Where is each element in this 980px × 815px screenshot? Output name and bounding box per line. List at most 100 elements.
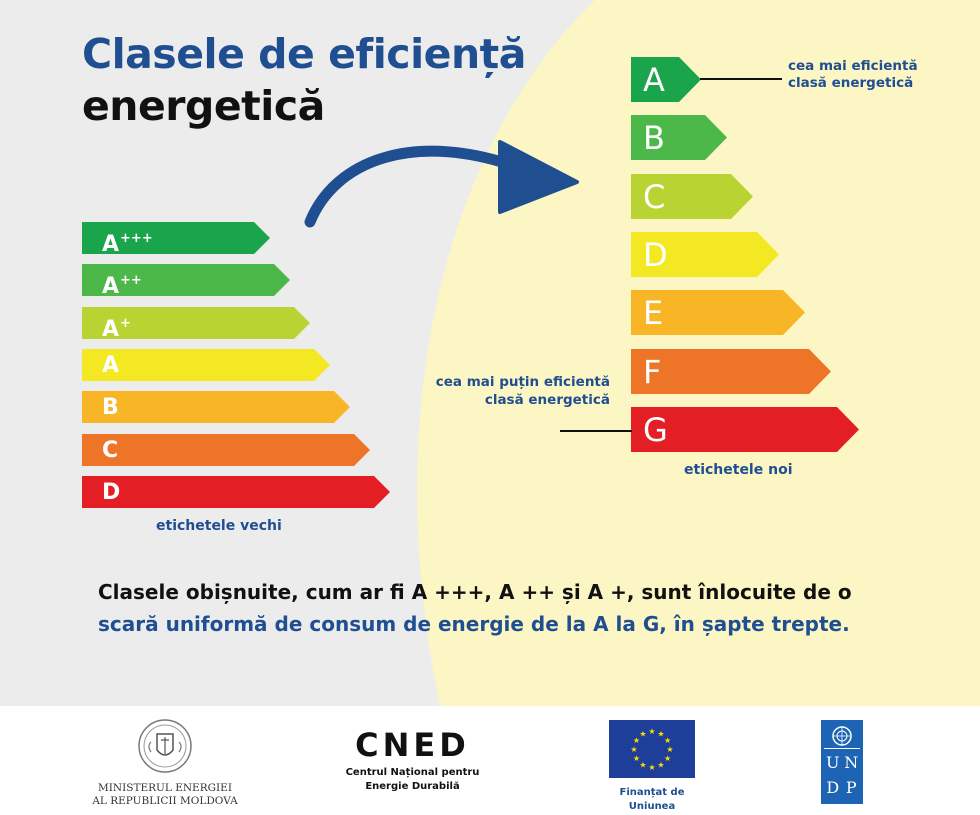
old-class-label: B [102,391,119,425]
eu-star-icon: ★ [657,761,664,770]
infographic: Clasele de eficiență energetică A+++ A++ A… [0,0,980,706]
new-class-letter: B [643,119,665,158]
eu-star-icon: ★ [630,745,637,754]
old-class-bar: A [82,348,330,383]
summary-text: Clasele obișnuite, cum ar fi A +++, A ++… [98,576,898,640]
worst-class-pointer [560,430,632,432]
old-class-letter: A [102,232,120,257]
old-class-label: A+ [102,307,131,347]
best-note-line-2: clasă energetică [788,75,914,91]
worst-note-line-1: cea mai puțin eficientă [435,374,610,390]
eu-star-icon: ★ [633,736,640,745]
cned-wordmark: CNED [355,726,470,764]
new-class-bar-shape [631,173,753,219]
old-class-bar-shape [82,264,290,297]
summary-text-dark: Clasele obișnuite, cum ar fi A +++, A ++… [98,580,852,604]
old-class-letter: D [102,479,121,505]
old-class-letter: A [102,352,120,378]
old-class-plus-marks: +++ [120,231,153,246]
eu-star-icon: ★ [664,754,671,763]
new-class-letter: D [643,235,668,274]
new-class-bar-shape [631,290,805,336]
eu-funding-line-1: Finanțat de [619,787,685,798]
new-class-bar: B [631,115,727,161]
ministry-name-line-1: MINISTERUL ENERGIEI [98,782,232,794]
eu-star-icon: ★ [664,736,671,745]
new-class-bar-shape [631,115,727,161]
old-class-letter: A [102,316,120,342]
undp-letter: P [845,778,857,797]
new-scale-caption: etichetele noi [684,462,793,478]
eu-star-icon: ★ [648,763,655,772]
new-class-letter: E [643,294,664,333]
old-class-letter: B [102,395,119,421]
old-class-bar: A+++ [82,222,270,257]
page-title: Clasele de eficiență energetică [82,28,526,132]
new-class-bar: D [631,231,779,277]
ministry-name-line-2: AL REPUBLICII MOLDOVA [92,795,238,807]
old-class-bar: D [82,475,390,510]
eu-star-icon: ★ [633,754,640,763]
eu-star-icon: ★ [639,729,646,738]
new-class-bar-shape [631,406,859,452]
old-class-plus-marks: ++ [120,273,142,289]
best-class-pointer [700,78,782,80]
new-class-bar: F [631,348,831,394]
partner-logos-footer: MINISTERUL ENERGIEI AL REPUBLICII MOLDOV… [0,706,980,815]
un-emblem-icon [824,723,860,749]
new-class-letter: F [643,352,662,391]
old-class-bar: C [82,433,370,468]
new-class-bar: A [631,57,701,102]
old-class-bar: B [82,391,350,425]
new-class-bar: E [631,290,805,336]
worst-note-line-2: clasă energetică [484,392,610,408]
cned-name-line-1: Centrul Național pentru [345,767,480,778]
old-class-bar-shape [82,475,390,508]
old-class-bar-shape [82,306,310,339]
old-class-label: A+++ [102,222,153,262]
new-class-bar: G [631,406,859,452]
best-note-line-1: cea mai eficientă [788,58,918,74]
new-class-letter: A [643,61,665,99]
new-class-bar-shape [631,231,779,277]
worst-class-note: cea mai puțin eficientă clasă energetică [420,373,610,409]
eu-star-icon: ★ [657,729,664,738]
best-class-note: cea mai eficientă clasă energetică [788,58,918,92]
old-class-plus-marks: + [120,315,131,331]
arrow-icon [304,140,579,228]
undp-letter: U [826,753,840,772]
old-class-bar: A++ [82,264,290,299]
old-class-bar: A+ [82,306,310,342]
old-class-bar-shape [82,222,270,254]
eu-logo: ★★★★★★★★★★★★ Finanțat de Uniunea Europea… [600,720,704,815]
eu-star-icon: ★ [648,727,655,736]
new-class-letter: G [643,410,668,449]
eu-funding-line-2: Uniunea Europeană [628,801,676,812]
old-class-bar-shape [82,391,350,424]
undp-letter: D [826,778,840,797]
old-class-letter: C [102,437,119,463]
cned-logo: CNED Centrul Național pentru Energie Dur… [340,726,485,794]
old-class-bar-shape [82,433,370,466]
new-class-bar-shape [631,57,701,102]
old-class-label: A [102,349,119,383]
eu-star-icon: ★ [639,761,646,770]
summary-text-blue: scară uniformă de consum de energie de l… [98,612,850,636]
title-line-2: energetică [82,82,325,130]
cned-name-line-2: Energie Durabilă [365,781,460,792]
eu-flag-icon: ★ ★★★★★★★★★★★ [609,720,695,778]
new-class-bar-shape [631,348,831,394]
undp-letter: N [844,753,859,772]
old-scale-caption: etichetele vechi [156,518,282,534]
title-line-1: Clasele de eficiență [82,30,526,78]
new-class-bar: C [631,173,753,219]
old-class-label: A++ [102,264,142,304]
old-class-bar-shape [82,348,330,381]
old-class-letter: A [102,274,120,300]
ministry-logo: MINISTERUL ENERGIEI AL REPUBLICII MOLDOV… [80,716,250,808]
old-class-label: D [102,476,120,510]
old-class-label: C [102,434,118,468]
eu-star-icon: ★ [666,745,673,754]
